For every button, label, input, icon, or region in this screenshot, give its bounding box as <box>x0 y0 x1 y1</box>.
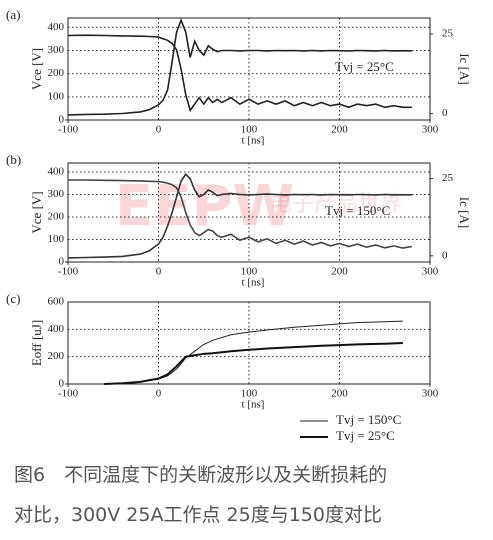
series-line <box>68 179 413 249</box>
x-axis-label: t [ns] <box>242 277 265 289</box>
y-tick-label: 400 <box>48 21 65 33</box>
x-tick-label: 100 <box>241 124 258 136</box>
y-axis-label: Eoff [uJ] <box>29 320 44 366</box>
x-tick-label: 0 <box>156 266 162 278</box>
panel-label: (a) <box>6 7 20 22</box>
annotation: Tvj = 150°C <box>325 203 390 218</box>
series-line <box>104 342 403 385</box>
legend-label: Tvj = 150°C <box>336 412 401 427</box>
series-line <box>104 320 403 385</box>
x-tick-label: 0 <box>156 388 162 400</box>
y2-axis-label: Ic [A] <box>457 197 472 228</box>
y-axis-label: Vce [V] <box>29 191 44 233</box>
watermark-text: 电子产品世界 <box>270 192 402 217</box>
y-tick-label: 400 <box>48 166 65 178</box>
x-tick-label: 0 <box>156 124 162 136</box>
x-tick-label: 300 <box>422 266 439 278</box>
watermark-logo: EEPW <box>115 174 294 239</box>
series-line <box>67 173 412 259</box>
x-tick-label: -100 <box>58 266 79 278</box>
chart: EEPW 电子产品世界 -100 0 100 200 30001002003004000… <box>6 7 472 443</box>
x-axis-label: t [ns] <box>242 399 265 411</box>
series-line <box>67 18 412 116</box>
y-tick-label: 100 <box>48 90 65 102</box>
caption: 图6 不同温度下的关断波形以及关断损耗的 <box>14 464 388 486</box>
plot-frame <box>67 17 431 121</box>
y-tick-label: 200 <box>48 350 65 362</box>
x-tick-label: 200 <box>331 388 348 400</box>
y-tick-label: 0 <box>59 256 65 268</box>
panel-label: (c) <box>6 291 20 306</box>
caption: 对比，300V 25A工作点 25度与150度对比 <box>14 504 382 526</box>
y2-tick-label: 0 <box>442 249 448 261</box>
y-tick-label: 400 <box>48 323 65 335</box>
x-tick-label: 300 <box>422 388 439 400</box>
x-tick-label: -100 <box>58 388 79 400</box>
x-tick-label: 100 <box>241 266 258 278</box>
y-tick-label: 300 <box>48 44 65 56</box>
y-tick-label: 600 <box>48 296 65 308</box>
x-tick-label: 200 <box>331 266 348 278</box>
y2-axis-label: Ic [A] <box>457 53 472 84</box>
y-tick-label: 0 <box>59 114 65 126</box>
panel-label: (b) <box>6 152 21 167</box>
y2-tick-label: 0 <box>442 107 448 119</box>
x-tick-label: 200 <box>331 124 348 136</box>
y-tick-label: 300 <box>48 188 65 200</box>
y-axis-label: Vce [V] <box>29 48 44 90</box>
plot-frame <box>67 301 431 385</box>
y-tick-label: 200 <box>48 211 65 223</box>
y2-tick-label: 25 <box>442 27 454 39</box>
y-tick-label: 200 <box>48 67 65 79</box>
series-line <box>67 34 412 113</box>
plot-frame <box>67 162 431 263</box>
x-tick-label: 300 <box>422 124 439 136</box>
x-axis-label: t [ns] <box>242 135 265 147</box>
legend-label: Tvj = 25°C <box>336 428 395 443</box>
y2-tick-label: 25 <box>442 172 454 184</box>
y-tick-label: 100 <box>48 233 65 245</box>
y-tick-label: 0 <box>59 378 65 390</box>
annotation: Tvj = 25°C <box>335 59 394 74</box>
x-tick-label: 100 <box>241 388 258 400</box>
x-tick-label: -100 <box>58 124 79 136</box>
